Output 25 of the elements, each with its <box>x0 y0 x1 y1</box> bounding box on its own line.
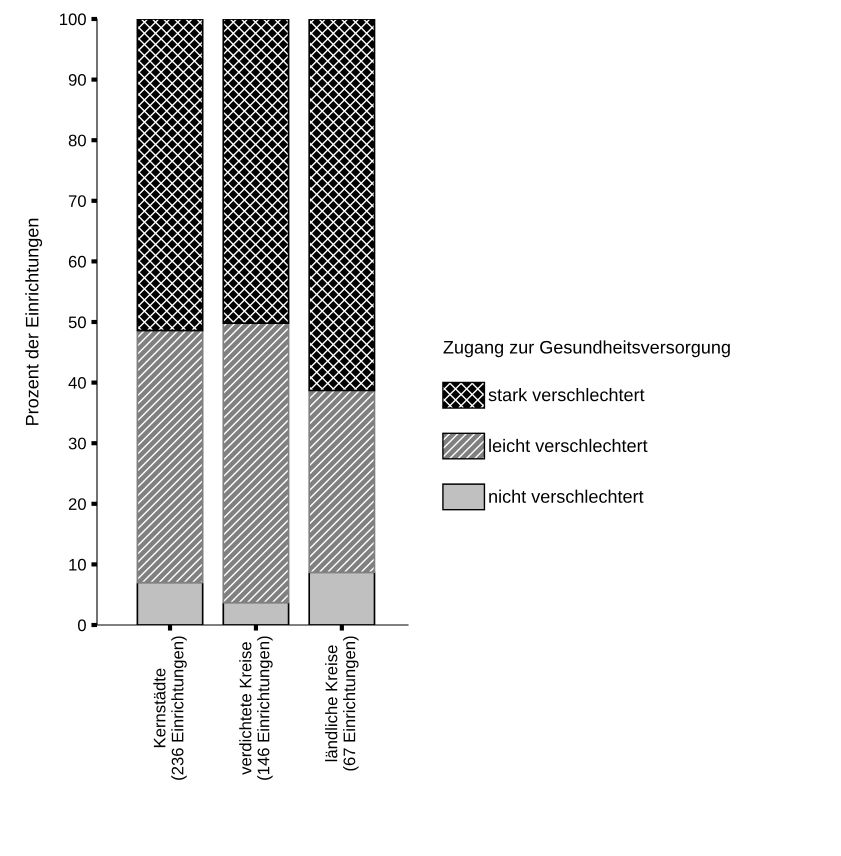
y-tick-label: 100 <box>60 13 86 26</box>
legend-label: nicht verschlechtert <box>489 490 644 503</box>
bar <box>308 390 376 574</box>
y-tick-label: 40 <box>68 377 86 389</box>
y-tick-label: 80 <box>68 134 86 146</box>
y-axis-title: Prozent der Einrichtungen <box>25 218 42 425</box>
y-tick-label: 0 <box>78 619 86 632</box>
bar <box>222 19 290 324</box>
x-tick-label: ländliche Kreise (67 Einrichtungen) <box>325 636 359 771</box>
y-tick-label: 90 <box>68 74 86 86</box>
y-tick-label: 60 <box>68 256 86 268</box>
legend-label: leicht verschlechtert <box>489 438 648 452</box>
x-tick-label: verdichtete Kreise (146 Einrichtungen) <box>239 636 273 780</box>
bar <box>222 322 290 604</box>
bar <box>308 19 376 392</box>
y-tick-label: 50 <box>68 316 86 328</box>
y-tick-label: 10 <box>69 558 86 571</box>
bar <box>136 330 204 584</box>
bar <box>136 19 204 332</box>
y-tick-label: 30 <box>68 438 86 450</box>
legend-title: Zugang zur Gesundheitsversorgung <box>443 340 730 358</box>
x-tick-label: Kernstädte (236 Einrichtungen) <box>153 636 187 780</box>
y-tick-label: 70 <box>68 195 86 208</box>
y-tick-label: 20 <box>68 498 86 510</box>
legend-label: stark verschlechtert <box>488 388 644 402</box>
